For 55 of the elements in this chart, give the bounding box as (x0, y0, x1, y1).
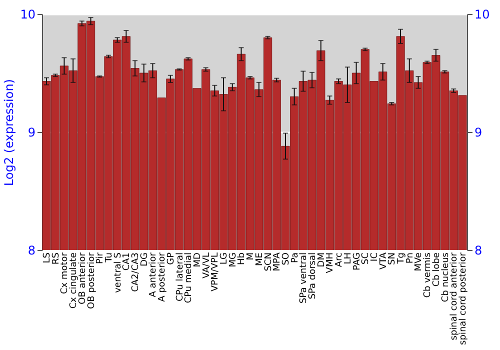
x-tick-label: Tu (104, 252, 114, 264)
x-tick-label: SN (388, 252, 398, 265)
x-tick-label: CA2/CA3 (131, 252, 142, 292)
x-tick-label: Pn (405, 252, 416, 264)
y2-tick-label: 9 (474, 126, 482, 140)
x-tick-label: MD (192, 252, 203, 268)
x-tick-label: spinal cord posterior (458, 252, 468, 345)
x-tick-label: ventral S (113, 252, 124, 293)
x-tick-label: MVe (414, 252, 424, 272)
x-tick-label: MG (228, 252, 238, 268)
x-tick-label: LG (220, 252, 230, 264)
x-tick-label: IC (370, 252, 380, 262)
x-tick-label: Hb (237, 252, 248, 265)
x-tick-label: VTA (378, 252, 389, 270)
x-tick-label: Cb lobe (432, 252, 442, 287)
x-tick-label: SO (281, 252, 292, 266)
x-tick-label: A anterior (148, 252, 159, 298)
x-tick-label: SPa ventral (299, 252, 310, 304)
x-tick-label: PAG (352, 252, 362, 270)
x-tick-label: Cx motor (60, 252, 70, 294)
x-tick-label: SC (361, 252, 372, 264)
x-tick-label: GP (166, 252, 176, 265)
x-tick-label: Cx cingulate (69, 252, 80, 309)
x-tick-label: spinal cord anterior (450, 252, 460, 340)
x-tick-label: Arc (334, 252, 345, 268)
x-tick-label: Cb nucleus (440, 252, 451, 302)
y-tick-label: 9 (28, 126, 36, 140)
x-tick-label: A posterior (158, 252, 168, 302)
x-tick-label: LH (343, 252, 354, 264)
x-tick-label: DG (140, 252, 150, 266)
x-tick-label: VA/VL (202, 252, 212, 278)
x-tick-label: MPA (272, 252, 283, 272)
x-tick-label: Tg (396, 252, 407, 265)
x-tick-label: SPa dorsal (308, 252, 318, 300)
x-tick-label: Pa (290, 252, 300, 264)
x-tick-label: OB anterior (78, 252, 88, 304)
x-tick-label: VMH (326, 252, 336, 274)
x-tick-label: VPM/VPL (210, 252, 221, 292)
x-tick-label: LS (42, 252, 53, 264)
x-tick-label: CPu medial (184, 252, 194, 304)
x-tick-label: Cb vermis (423, 252, 434, 298)
x-tick-label: Pir (96, 252, 106, 264)
x-tick-label: OB posterior (86, 252, 97, 310)
y-tick-label: 10 (20, 8, 36, 22)
y2-tick-label: 10 (474, 8, 490, 22)
x-tick-label: M (246, 252, 256, 260)
y-axis-title: Log2 (expression) (2, 79, 16, 186)
y2-tick-label: 8 (474, 244, 482, 258)
x-tick-label: DM (316, 252, 327, 268)
x-tick-label: CPu lateral (175, 252, 186, 302)
x-tick-label: RS (51, 252, 62, 264)
y-tick-label: 8 (28, 244, 36, 258)
x-tick-label: SCN (264, 252, 274, 272)
x-tick-label: ME (254, 252, 265, 266)
x-tick-label: CA1 (122, 252, 132, 271)
